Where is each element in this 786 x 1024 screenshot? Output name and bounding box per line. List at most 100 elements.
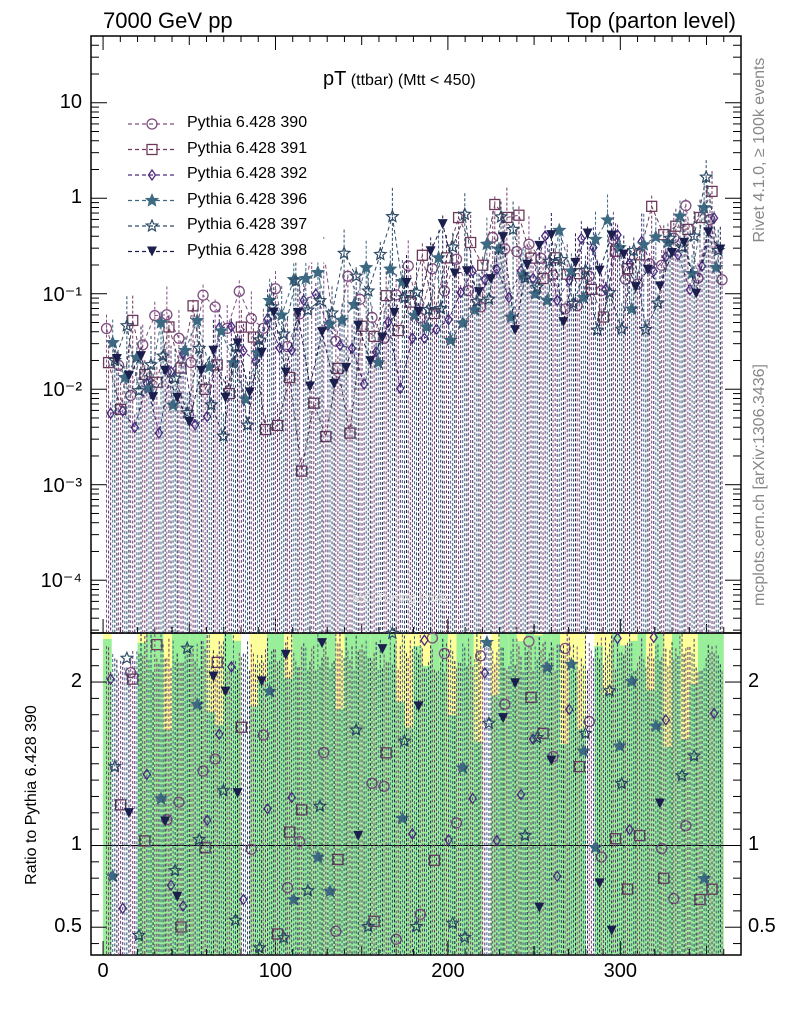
data-point — [602, 285, 617, 299]
data-point — [626, 242, 641, 257]
ratio-tick-label-right: 1 — [748, 833, 760, 856]
data-point — [365, 356, 376, 367]
ratio-point — [624, 673, 639, 688]
data-point — [646, 200, 658, 212]
ratio-point — [649, 631, 659, 644]
data-point — [317, 327, 328, 338]
ratio-point — [457, 929, 472, 944]
green-band — [197, 634, 207, 955]
data-point — [696, 200, 712, 214]
ratio-point — [444, 833, 453, 846]
data-point — [392, 324, 404, 337]
legend-entry-5: Pythia 6.428 397 — [187, 216, 308, 233]
y-tick-label: 10 — [59, 90, 82, 113]
data-point — [389, 307, 400, 318]
green-band — [353, 634, 362, 955]
ratio-point — [216, 783, 231, 797]
data-point — [322, 316, 338, 331]
legend-marker — [146, 118, 158, 130]
ratio-point — [654, 798, 665, 809]
series-6 — [111, 213, 726, 955]
ratio-point — [199, 842, 211, 854]
legend-marker — [147, 168, 157, 182]
legend-bg — [120, 113, 330, 135]
data-point — [269, 283, 282, 295]
legend-marker — [147, 246, 157, 257]
data-point — [523, 238, 535, 250]
data-point — [428, 307, 441, 320]
legend-bg — [120, 164, 330, 186]
data-point — [304, 381, 315, 392]
data-point — [216, 428, 231, 443]
ratio-point — [139, 835, 151, 847]
data-point — [449, 268, 460, 279]
green-band — [318, 634, 328, 955]
data-point — [402, 260, 414, 272]
ratio-point — [633, 829, 646, 842]
data-point — [373, 246, 388, 261]
data-point — [336, 245, 352, 260]
data-point — [184, 416, 195, 427]
ratio-point — [353, 830, 364, 841]
green-band — [559, 743, 569, 955]
green-band — [206, 712, 216, 955]
plot-title: pT (ttbar) (Mtt < 450) — [323, 68, 476, 91]
data-point — [636, 237, 652, 251]
ratio-point — [595, 851, 607, 863]
series-2 — [102, 171, 718, 955]
ratio-point — [534, 902, 545, 913]
data-point — [335, 339, 345, 352]
ratio-point — [118, 902, 128, 915]
ratio-point — [127, 673, 139, 685]
header-right: Top (parton level) — [566, 8, 736, 33]
data-point — [461, 266, 472, 277]
ratio-point — [192, 832, 207, 846]
data-point — [409, 284, 424, 299]
data-point — [324, 305, 340, 320]
ratio-point — [706, 883, 718, 895]
data-point — [312, 293, 328, 307]
data-point — [433, 301, 448, 315]
data-point — [522, 259, 533, 270]
data-point — [341, 362, 352, 373]
rivet-label: Rivet 4.1.0, ≥ 100k events — [751, 57, 768, 243]
data-point — [209, 301, 221, 313]
data-point — [662, 230, 678, 245]
data-point — [160, 365, 171, 376]
ratio-point — [151, 638, 163, 651]
legend-marker — [146, 143, 158, 156]
ratio-point — [656, 842, 668, 855]
data-point — [346, 297, 362, 311]
data-point — [467, 302, 482, 316]
green-band — [232, 640, 241, 955]
ratio-point — [409, 918, 424, 933]
data-point — [167, 370, 183, 385]
green-band — [680, 739, 690, 955]
ratio-point — [123, 808, 134, 819]
ratio-point — [395, 810, 410, 825]
ratio-point — [209, 753, 221, 765]
data-point — [694, 211, 706, 224]
ratio-point — [227, 660, 236, 673]
ratio-point — [510, 678, 521, 689]
ratio-point — [576, 743, 591, 758]
green-band — [266, 634, 276, 955]
ratio-point — [530, 730, 545, 744]
data-point — [148, 392, 159, 403]
data-point — [102, 356, 115, 369]
ratio-tick-label-right: 0.5 — [748, 915, 776, 938]
data-point — [498, 232, 509, 243]
data-point — [513, 209, 525, 221]
green-band — [568, 664, 578, 955]
data-point — [437, 219, 448, 230]
data-point — [292, 307, 303, 318]
green-band — [215, 724, 224, 955]
ratio-point — [173, 796, 185, 808]
data-point — [426, 263, 439, 275]
mcplots-label: mcplots.cern.ch [arXiv:1306.3436] — [751, 364, 768, 606]
ratio-point — [107, 759, 122, 773]
ratio-point — [312, 798, 328, 813]
watermark: MC-Tuning Plots — [352, 590, 449, 605]
ratio-point — [450, 817, 463, 829]
ratio-point — [318, 746, 330, 759]
